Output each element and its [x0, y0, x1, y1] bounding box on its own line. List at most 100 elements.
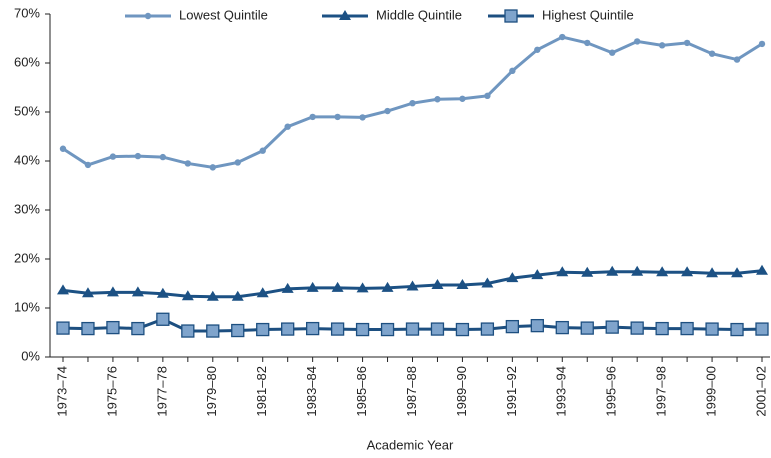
- y-tick-label: 40%: [14, 152, 40, 167]
- data-point: [484, 92, 491, 100]
- data-point: [209, 164, 216, 171]
- data-point: [134, 152, 142, 160]
- data-point: [683, 39, 691, 47]
- data-point: [84, 161, 92, 169]
- x-tick-label: 1975–76: [104, 366, 119, 417]
- data-point: [305, 321, 320, 336]
- data-point: [459, 95, 466, 102]
- data-point: [131, 286, 144, 297]
- data-point: [706, 267, 719, 278]
- data-point: [159, 153, 167, 161]
- data-point: [580, 321, 594, 335]
- x-tick-label: 1999–00: [704, 366, 719, 417]
- y-tick-label: 0%: [21, 348, 40, 363]
- data-point: [259, 147, 266, 154]
- x-tick-label: 1997–98: [654, 366, 669, 417]
- x-tick-label: 1973–74: [54, 366, 69, 417]
- legend-marker: [504, 9, 518, 23]
- data-point: [606, 265, 619, 276]
- data-point: [306, 281, 319, 292]
- data-point: [384, 107, 391, 115]
- data-point: [506, 272, 519, 283]
- data-point: [680, 321, 694, 336]
- data-point: [581, 266, 594, 277]
- legend-label: Highest Quintile: [542, 7, 634, 22]
- data-point: [630, 321, 644, 335]
- data-point: [480, 322, 495, 336]
- data-point: [206, 290, 219, 301]
- data-point: [509, 67, 516, 75]
- data-point: [334, 113, 341, 121]
- data-point: [409, 99, 416, 107]
- data-point: [281, 282, 294, 293]
- x-tick-label: 1987–88: [404, 366, 419, 417]
- data-point: [559, 33, 566, 41]
- data-point: [406, 280, 419, 291]
- data-point: [109, 153, 117, 160]
- data-point: [381, 281, 394, 292]
- data-point: [656, 266, 669, 277]
- x-tick-label: 1993–94: [554, 366, 569, 417]
- data-point: [231, 323, 245, 338]
- x-tick-label: 1985–86: [354, 366, 369, 417]
- data-point: [733, 56, 741, 63]
- data-point: [531, 269, 544, 280]
- x-tick-label: 1977–78: [154, 366, 169, 417]
- x-tick-label: 1979–80: [204, 366, 219, 417]
- data-point: [405, 322, 420, 336]
- data-point: [609, 49, 616, 56]
- data-point: [231, 290, 244, 301]
- data-point: [256, 322, 270, 337]
- data-point: [106, 320, 120, 335]
- data-point: [359, 114, 366, 121]
- data-point: [633, 38, 641, 45]
- data-point: [758, 40, 766, 48]
- data-point: [731, 267, 744, 278]
- x-tick-label: 2001–02: [753, 366, 768, 417]
- data-point: [505, 319, 520, 334]
- data-point: [56, 321, 70, 335]
- y-tick-label: 30%: [14, 201, 40, 216]
- data-point: [181, 290, 194, 301]
- data-point: [156, 312, 170, 326]
- x-tick-label: 1991–92: [504, 366, 519, 417]
- data-point: [184, 160, 192, 167]
- x-tick-label: 1989–90: [454, 366, 469, 417]
- data-point: [605, 320, 619, 334]
- data-point: [584, 39, 591, 47]
- data-point: [455, 322, 470, 337]
- y-tick-label: 70%: [14, 5, 40, 20]
- data-point: [708, 50, 716, 57]
- data-point: [57, 284, 69, 295]
- data-point: [658, 42, 666, 49]
- data-point: [331, 281, 344, 292]
- data-point: [380, 322, 395, 337]
- data-point: [556, 266, 569, 277]
- data-point: [555, 320, 569, 335]
- data-point: [755, 322, 769, 336]
- data-point: [131, 321, 145, 336]
- x-tick-label: 1983–84: [304, 366, 319, 417]
- data-point: [355, 322, 370, 337]
- data-point: [456, 278, 469, 289]
- data-point: [256, 287, 269, 298]
- data-point: [430, 322, 445, 336]
- data-point: [730, 322, 744, 337]
- data-point: [681, 266, 694, 277]
- data-point: [309, 113, 316, 121]
- data-point: [434, 96, 441, 103]
- data-point: [284, 123, 291, 130]
- legend-marker: [339, 10, 351, 20]
- data-point: [330, 322, 345, 336]
- x-tick-label: 1995–96: [604, 366, 619, 417]
- x-axis-title: Academic Year: [367, 437, 454, 452]
- x-tick-label: 1981–82: [254, 366, 269, 417]
- legend-label: Lowest Quintile: [179, 7, 268, 22]
- data-point: [431, 278, 444, 289]
- y-tick-label: 60%: [14, 54, 40, 69]
- data-point: [356, 282, 369, 293]
- legend-marker: [144, 12, 152, 20]
- data-point: [81, 287, 94, 298]
- data-point: [481, 277, 494, 288]
